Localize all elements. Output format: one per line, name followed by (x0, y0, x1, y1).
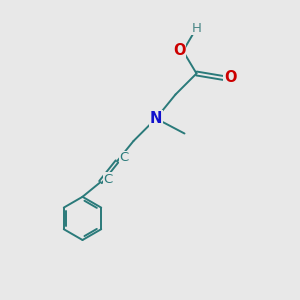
Text: C: C (103, 172, 112, 186)
Text: O: O (224, 70, 236, 86)
Text: N: N (150, 111, 162, 126)
Text: H: H (192, 22, 201, 35)
Text: O: O (173, 44, 186, 59)
Text: C: C (120, 151, 129, 164)
